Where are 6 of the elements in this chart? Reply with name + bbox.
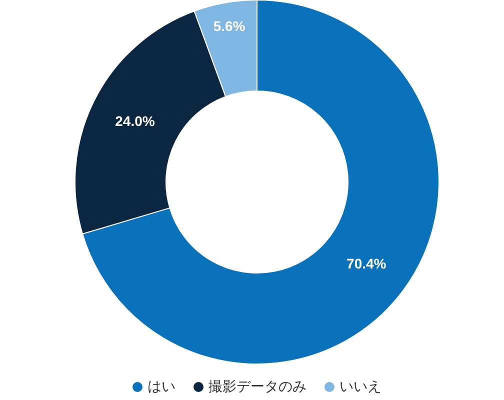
data-label: 70.4% (346, 256, 387, 272)
data-label: 24.0% (115, 112, 156, 129)
data-label: 5.6% (213, 18, 246, 34)
legend-label: いいえ (340, 379, 382, 395)
legend-label: はい (148, 379, 176, 395)
legend-label: 撮影データのみ (208, 379, 306, 395)
